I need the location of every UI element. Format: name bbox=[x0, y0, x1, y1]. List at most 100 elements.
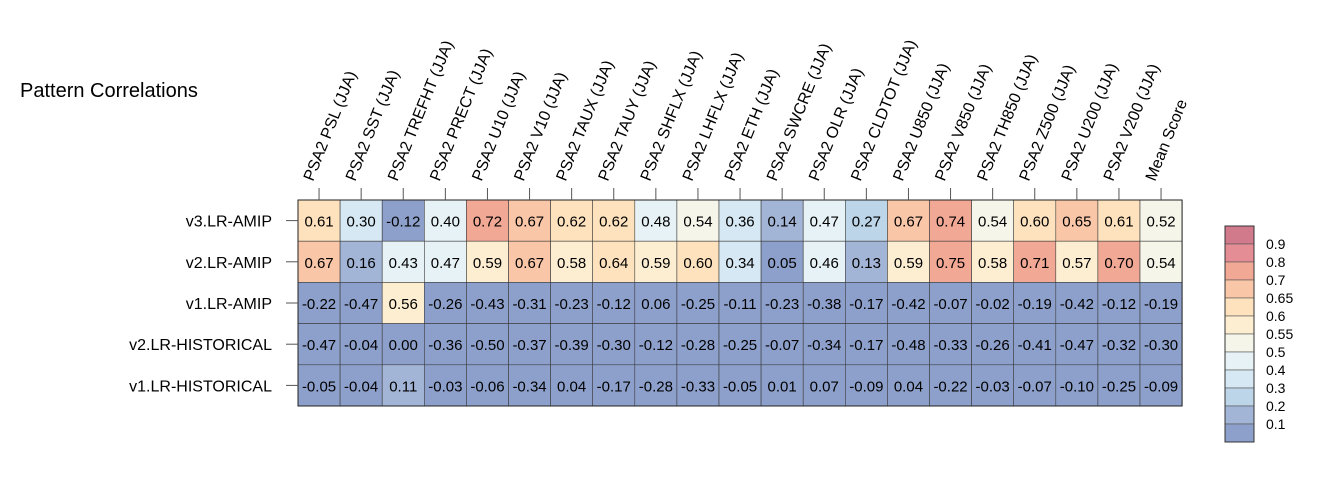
heatmap-cell bbox=[887, 364, 930, 407]
heatmap-cell bbox=[466, 364, 509, 407]
colorbar-tick-label: 0.2 bbox=[1266, 398, 1286, 414]
row-label: v2.LR-HISTORICAL bbox=[129, 337, 272, 354]
colorbar-swatch bbox=[1224, 261, 1255, 281]
heatmap-cell bbox=[802, 323, 846, 366]
cell-value-label: 0.70 bbox=[1104, 255, 1133, 272]
cell-value-label: -0.03 bbox=[428, 378, 462, 395]
colorbar-tick-label: 0.65 bbox=[1266, 290, 1293, 306]
cell-value-label: 0.75 bbox=[936, 255, 965, 272]
row-label: v1.LR-AMIP bbox=[186, 296, 272, 313]
cell-value-label: 0.30 bbox=[347, 214, 376, 231]
cell-value-label: -0.23 bbox=[765, 296, 799, 313]
cell-value-label: 0.16 bbox=[347, 255, 376, 272]
colorbar-swatch bbox=[1224, 369, 1255, 389]
heatmap-cell bbox=[423, 199, 467, 242]
cell-value-label: -0.07 bbox=[1018, 378, 1052, 395]
colorbar-tick-label: 0.7 bbox=[1266, 272, 1286, 288]
heatmap-cell bbox=[1139, 323, 1183, 366]
cell-value-label: -0.04 bbox=[344, 337, 378, 354]
heatmap-cell bbox=[760, 282, 804, 324]
heatmap-cell bbox=[592, 282, 636, 324]
colorbar-swatch bbox=[1224, 315, 1255, 335]
cell-value-label: 0.36 bbox=[725, 214, 754, 231]
heatmap-cell bbox=[1055, 323, 1099, 366]
cell-value-label: 0.48 bbox=[641, 214, 670, 231]
heatmap-cell bbox=[887, 323, 930, 366]
cell-value-label: -0.10 bbox=[1060, 378, 1094, 395]
heatmap-cell bbox=[592, 364, 636, 407]
cell-value-label: -0.48 bbox=[891, 337, 925, 354]
cell-value-label: 0.47 bbox=[810, 214, 839, 231]
heatmap-cell bbox=[634, 282, 678, 324]
heatmap-cell bbox=[1139, 199, 1183, 242]
cell-value-label: -0.30 bbox=[1144, 337, 1178, 354]
heatmap-cell bbox=[297, 240, 341, 283]
cell-value-label: -0.12 bbox=[386, 214, 420, 231]
colorbar-border bbox=[1224, 225, 1255, 443]
cell-value-label: -0.42 bbox=[1060, 296, 1094, 313]
cell-value-label: -0.39 bbox=[555, 337, 589, 354]
heatmap-cell bbox=[718, 323, 762, 366]
cell-value-label: 0.05 bbox=[768, 255, 797, 272]
cell-value-label: -0.17 bbox=[597, 378, 631, 395]
heatmap-cell bbox=[1013, 364, 1057, 407]
heatmap-cell bbox=[887, 240, 930, 283]
heatmap-cell bbox=[1055, 364, 1099, 407]
colorbar-tick-label: 0.5 bbox=[1266, 344, 1286, 360]
row-label: v3.LR-AMIP bbox=[186, 214, 272, 231]
cell-value-label: 0.60 bbox=[683, 255, 712, 272]
cell-value-label: 0.11 bbox=[389, 378, 417, 395]
cell-value-label: 0.71 bbox=[1020, 255, 1049, 272]
colorbar-swatch bbox=[1224, 225, 1255, 245]
cell-value-label: 0.59 bbox=[641, 255, 670, 272]
column-label: Mean Score bbox=[1143, 97, 1191, 183]
cell-value-label: 0.04 bbox=[894, 378, 923, 395]
heatmap-cell bbox=[550, 323, 593, 366]
cell-value-label: 0.72 bbox=[473, 214, 502, 231]
cell-value-label: -0.12 bbox=[597, 296, 631, 313]
cell-value-label: 0.01 bbox=[768, 378, 797, 395]
heatmap-cell bbox=[339, 199, 383, 242]
cell-value-label: 0.52 bbox=[1146, 214, 1175, 231]
cell-value-label: -0.38 bbox=[807, 296, 841, 313]
cell-value-label: -0.37 bbox=[512, 337, 546, 354]
colorbar-tick-label: 0.3 bbox=[1266, 380, 1286, 396]
cell-value-label: -0.07 bbox=[933, 296, 967, 313]
colorbar-swatch bbox=[1224, 279, 1255, 299]
heatmap-cell bbox=[634, 323, 678, 366]
heatmap-cell bbox=[1013, 323, 1057, 366]
heatmap-cell bbox=[508, 199, 551, 242]
heatmap-cell bbox=[550, 282, 593, 324]
cell-value-label: -0.22 bbox=[933, 378, 967, 395]
cell-value-label: 0.67 bbox=[894, 214, 923, 231]
colorbar-swatch bbox=[1224, 405, 1255, 425]
cell-value-label: 0.74 bbox=[936, 214, 965, 231]
cell-value-label: -0.04 bbox=[344, 378, 378, 395]
cell-value-label: -0.28 bbox=[639, 378, 673, 395]
heatmap-cell bbox=[466, 282, 509, 324]
heatmap-cell bbox=[508, 282, 551, 324]
cell-value-label: 0.34 bbox=[725, 255, 754, 272]
cell-value-label: -0.34 bbox=[807, 337, 841, 354]
heatmap-cell bbox=[381, 323, 425, 366]
heatmap-cell bbox=[760, 199, 804, 242]
cell-value-label: -0.33 bbox=[933, 337, 967, 354]
cell-value-label: 0.27 bbox=[852, 214, 881, 231]
cell-value-label: 0.67 bbox=[515, 214, 544, 231]
cell-value-label: 0.46 bbox=[810, 255, 839, 272]
cell-value-label: -0.17 bbox=[849, 337, 883, 354]
cell-value-label: -0.36 bbox=[428, 337, 462, 354]
heatmap-cell bbox=[718, 282, 762, 324]
cell-value-label: -0.03 bbox=[976, 378, 1010, 395]
cell-value-label: -0.17 bbox=[849, 296, 883, 313]
cell-value-label: -0.12 bbox=[639, 337, 673, 354]
heatmap-cell bbox=[1139, 240, 1183, 283]
colorbar-tick-label: 0.55 bbox=[1266, 326, 1293, 342]
cell-value-label: 0.61 bbox=[1104, 214, 1133, 231]
cell-value-label: -0.47 bbox=[302, 337, 336, 354]
cell-value-label: 0.54 bbox=[1146, 255, 1175, 272]
cell-value-label: -0.41 bbox=[1018, 337, 1052, 354]
heatmap-cell bbox=[423, 282, 467, 324]
